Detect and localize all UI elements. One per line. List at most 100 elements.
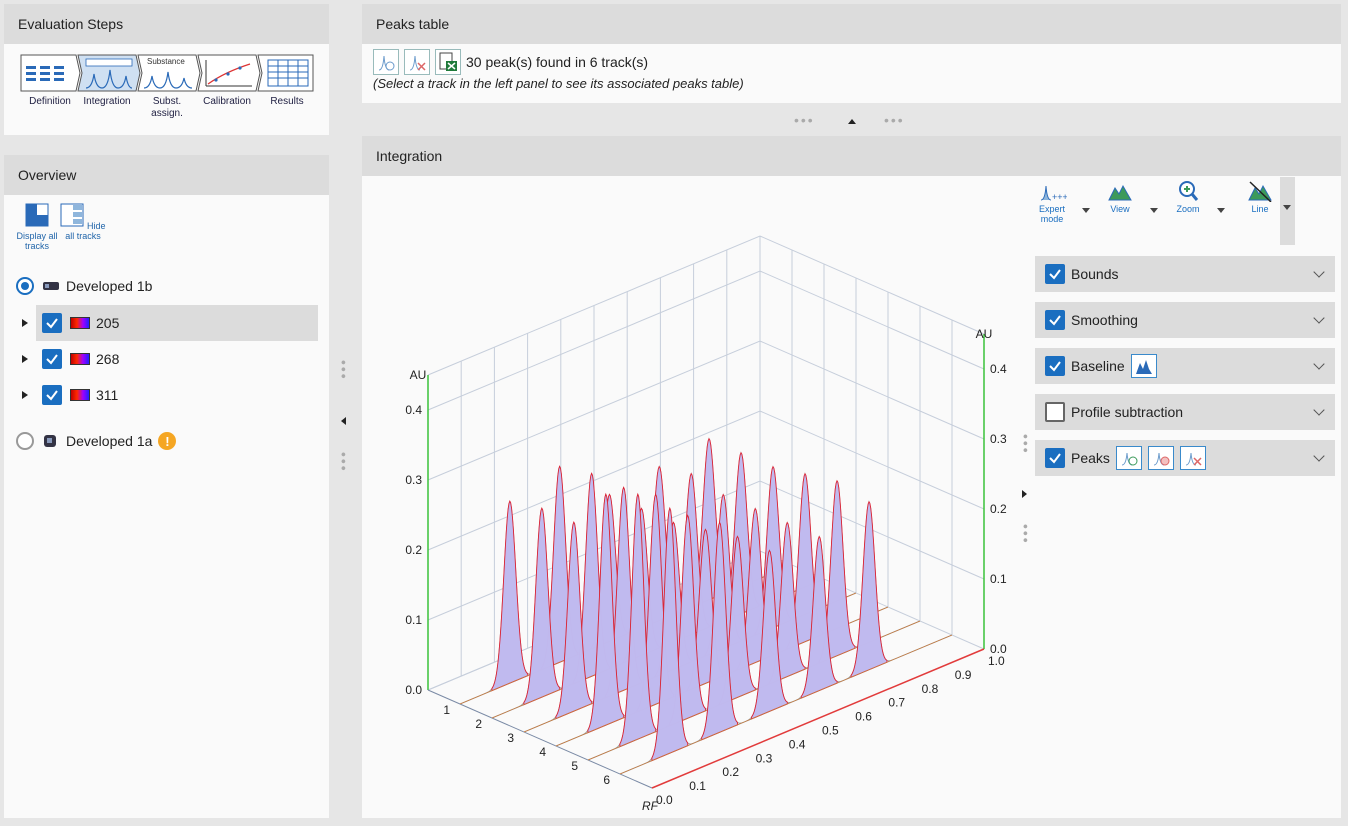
- peak-area: [850, 500, 888, 678]
- smoothing-checkbox[interactable]: [1045, 310, 1065, 330]
- y-tick-label-right: 0.4: [990, 362, 1007, 376]
- plate-1a-radio[interactable]: [16, 432, 34, 450]
- bounds-checkbox[interactable]: [1045, 264, 1065, 284]
- step-substance-icon[interactable]: Substance: [137, 54, 201, 92]
- peak-area: [587, 492, 625, 734]
- delete-peak-button[interactable]: [404, 49, 430, 75]
- expand-icon[interactable]: [22, 355, 28, 363]
- plate-icon: [43, 282, 59, 290]
- expand-icon[interactable]: [22, 319, 28, 327]
- peaks-checkbox[interactable]: [1045, 448, 1065, 468]
- track-label: 268: [96, 351, 120, 367]
- track-tick-label: 1: [443, 703, 450, 717]
- track-205-checkbox[interactable]: [42, 313, 62, 333]
- y-tick-label-left: 0.2: [405, 543, 422, 557]
- splitter-handle[interactable]: •••: [1018, 434, 1034, 455]
- bounds-label: Bounds: [1071, 266, 1119, 282]
- line-button[interactable]: Line: [1237, 180, 1283, 214]
- step-label-integration: Integration: [83, 96, 131, 107]
- chevron-down-icon[interactable]: [1313, 266, 1325, 278]
- track-color-icon: [70, 317, 90, 329]
- splitter-handle[interactable]: •••: [794, 112, 815, 128]
- step-calibration-icon[interactable]: [197, 54, 261, 92]
- plate-1b-row[interactable]: Developed 1b: [42, 269, 152, 303]
- chevron-down-icon[interactable]: [1313, 358, 1325, 370]
- peak-area: [619, 492, 657, 748]
- hide-all-tracks-button[interactable]: Hide all tracks: [60, 203, 106, 241]
- step-label-results: Results: [270, 96, 304, 107]
- track-axis: [427, 689, 653, 789]
- track-row-311[interactable]: 311: [22, 378, 118, 412]
- view-dropdown-icon[interactable]: [1150, 208, 1158, 213]
- baseline-checkbox[interactable]: [1045, 356, 1065, 376]
- smoothing-section[interactable]: Smoothing: [1035, 302, 1335, 338]
- splitter-handle[interactable]: •••: [336, 452, 352, 473]
- peak-area: [555, 521, 593, 720]
- baseline-settings-button[interactable]: [1130, 354, 1157, 378]
- add-peak-icon: [378, 55, 395, 71]
- peaks-table-panel: Peaks table 30 peak(s) found in 6 track(…: [362, 4, 1341, 103]
- step-definition-icon[interactable]: [20, 54, 81, 92]
- toolbar-overflow-button[interactable]: [1280, 177, 1295, 245]
- profile-subtraction-section[interactable]: Profile subtraction: [1035, 394, 1335, 430]
- track-268-checkbox[interactable]: [42, 349, 62, 369]
- chevron-down-icon[interactable]: [1313, 404, 1325, 416]
- plate-1b-radio[interactable]: [16, 277, 34, 295]
- collapse-right-icon[interactable]: [1022, 490, 1027, 498]
- plate-1a-row[interactable]: Developed 1a !: [42, 424, 177, 458]
- peak-area: [523, 507, 561, 706]
- y-axis-label-right: AU: [976, 327, 993, 341]
- track-tick-label: 3: [507, 731, 514, 745]
- plate-1a-label: Developed 1a: [66, 433, 153, 449]
- step-label-definition: Definition: [29, 96, 71, 107]
- step-results-icon[interactable]: [257, 54, 314, 92]
- splitter-handle[interactable]: •••: [884, 112, 905, 128]
- zoom-dropdown-icon[interactable]: [1217, 208, 1225, 213]
- splitter-handle[interactable]: •••: [336, 360, 352, 381]
- peaks-section[interactable]: Peaks: [1035, 440, 1335, 476]
- rf-tick-label: 0.4: [789, 737, 806, 751]
- integration-title: Integration: [362, 136, 1341, 176]
- bounds-section[interactable]: Bounds: [1035, 256, 1335, 292]
- excel-export-icon: [439, 52, 457, 71]
- chevron-down-icon[interactable]: [1313, 450, 1325, 462]
- rf-tick-label: 0.7: [888, 696, 905, 710]
- step-integration-icon[interactable]: [77, 54, 141, 92]
- view-button[interactable]: View: [1097, 180, 1143, 214]
- chevron-down-icon[interactable]: [1313, 312, 1325, 324]
- expert-mode-button[interactable]: +++ Expert mode: [1029, 180, 1075, 224]
- track-311-checkbox[interactable]: [42, 385, 62, 405]
- peaks-hint: (Select a track in the left panel to see…: [373, 76, 744, 91]
- collapse-left-icon[interactable]: [341, 417, 346, 425]
- rf-tick-label: 0.8: [922, 682, 939, 696]
- plate-1b-label: Developed 1b: [66, 278, 153, 294]
- track-row-205[interactable]: 205: [22, 306, 119, 340]
- baseline-section[interactable]: Baseline: [1035, 348, 1335, 384]
- track-color-icon: [70, 353, 90, 365]
- zoom-button[interactable]: Zoom: [1165, 180, 1211, 214]
- evaluation-steps-panel: Evaluation Steps Substance: [4, 4, 329, 135]
- expert-mode-dropdown-icon[interactable]: [1082, 208, 1090, 213]
- check-icon: [46, 354, 58, 365]
- track-row-268[interactable]: 268: [22, 342, 119, 376]
- peaks-remove-button[interactable]: [1147, 446, 1174, 470]
- peak-area: [751, 549, 788, 720]
- expand-icon[interactable]: [22, 391, 28, 399]
- export-excel-button[interactable]: [435, 49, 461, 75]
- splitter-handle[interactable]: •••: [1018, 524, 1034, 545]
- profile-subtraction-checkbox[interactable]: [1045, 402, 1065, 422]
- add-peak-button[interactable]: [373, 49, 399, 75]
- peaks-delete-button[interactable]: [1179, 446, 1206, 470]
- delete-peak-icon: [409, 55, 426, 71]
- display-all-tracks-button[interactable]: Display all tracks: [14, 203, 60, 251]
- svg-text:+++: +++: [1052, 192, 1067, 202]
- y-tick-label-right: 0.1: [990, 572, 1007, 586]
- plate-icon: [44, 435, 56, 447]
- hide-all-icon: [60, 203, 84, 227]
- integration-3d-chart[interactable]: 0.0 0.0 0.1 0.1 0.2 0.2 0.3 0.3 0.4 0.4 AU AU 1 2 3 4 5 6…: [362, 176, 1012, 816]
- y-tick-label-left: 0.0: [405, 683, 422, 697]
- collapse-up-icon[interactable]: [848, 119, 856, 124]
- check-icon: [1049, 269, 1061, 280]
- step-label-substance: Subst. assign.: [151, 96, 183, 119]
- peaks-add-button[interactable]: [1115, 446, 1142, 470]
